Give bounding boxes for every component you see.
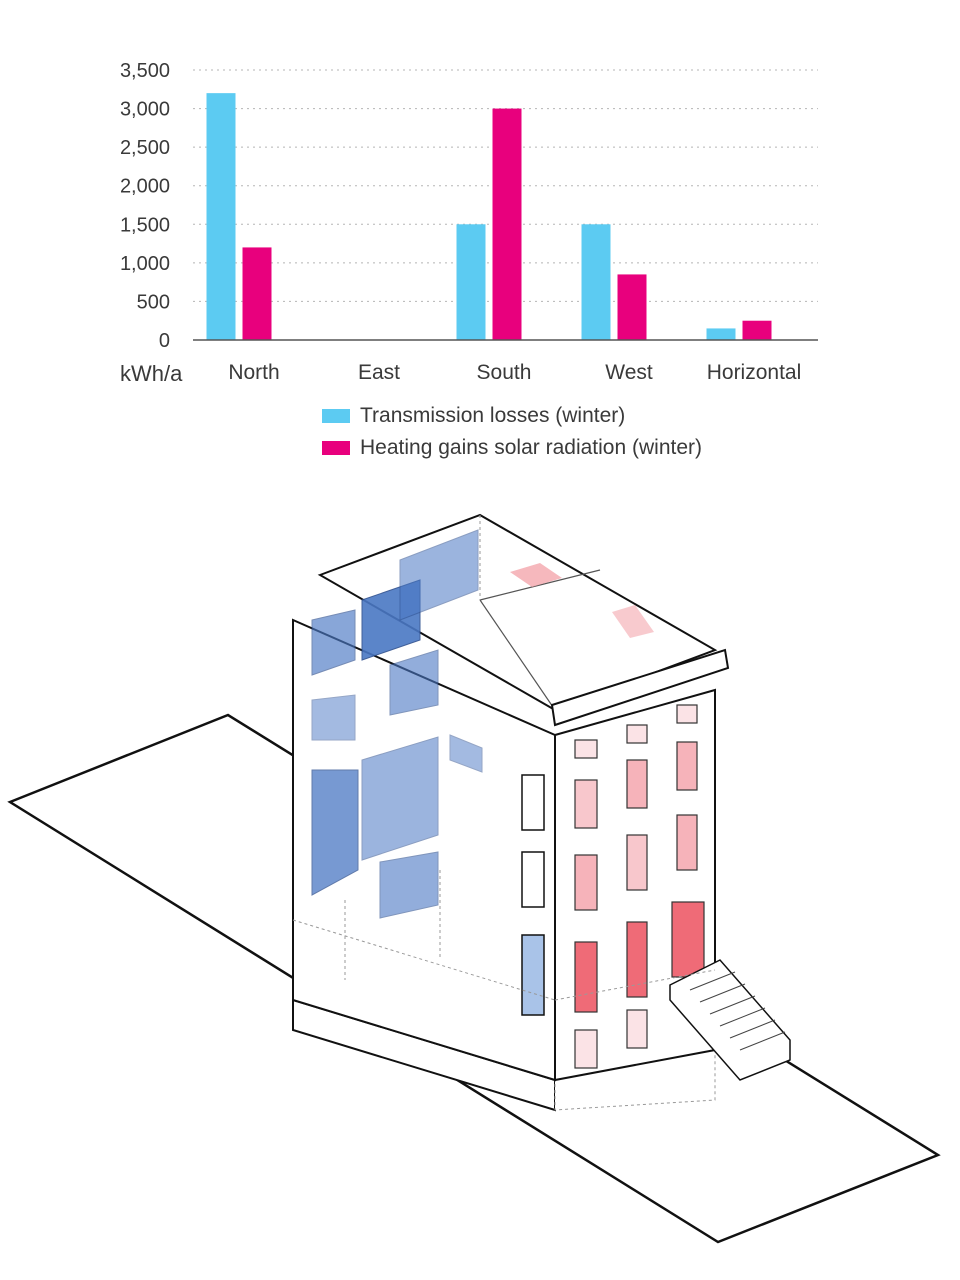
legend-swatch-gains	[322, 441, 350, 455]
y-tick-label: 3,000	[120, 99, 170, 121]
cornice	[550, 648, 730, 727]
legend-item-losses: Transmission losses (winter)	[322, 400, 702, 432]
y-tick-label: 3,500	[120, 60, 170, 82]
bar-south-gains	[492, 108, 522, 340]
x-category-label: North	[228, 361, 279, 384]
x-category-label: West	[605, 361, 653, 384]
y-tick-label: 500	[137, 291, 170, 313]
bar-chart: 0 500 1,000 1,500 2,000 2,500 3,000 3,500 North…	[120, 60, 818, 386]
bar-west-gains	[617, 274, 647, 340]
hidden-lines	[292, 515, 716, 1001]
y-tick-label: 2,500	[120, 137, 170, 159]
legend-item-gains: Heating gains solar radiation (winter)	[322, 432, 702, 464]
y-tick-label: 0	[159, 330, 170, 352]
legend-label-gains: Heating gains solar radiation (winter)	[360, 436, 702, 459]
bar-south-losses	[456, 224, 486, 340]
x-axis-categories: North East South West Horizontal	[228, 361, 801, 384]
bar-horizontal-gains	[742, 320, 772, 340]
skylight-2	[612, 605, 654, 638]
chart-legend: Transmission losses (winter) Heating gai…	[322, 400, 702, 464]
y-axis-ticks: 0 500 1,000 1,500 2,000 2,500 3,000 3,500	[120, 60, 170, 352]
bar-north-losses	[206, 93, 236, 341]
front-stoop	[669, 959, 791, 1081]
roof-ridge	[479, 569, 601, 601]
y-tick-label: 2,000	[120, 176, 170, 198]
side-windows-losses	[521, 774, 545, 1016]
bar-north-gains	[242, 247, 272, 340]
legend-label-losses: Transmission losses (winter)	[360, 404, 626, 427]
legend-swatch-losses	[322, 409, 350, 423]
x-category-label: Horizontal	[707, 361, 802, 384]
roof-edge	[479, 599, 556, 711]
y-tick-label: 1,500	[120, 214, 170, 236]
x-category-label: South	[477, 361, 532, 384]
skylight-1	[510, 563, 562, 587]
x-category-label: East	[358, 361, 400, 384]
chart-bars	[206, 93, 772, 341]
y-axis-unit: kWh/a	[120, 361, 183, 386]
bar-horizontal-losses	[706, 328, 736, 340]
stoop-steps	[689, 971, 786, 1051]
bar-west-losses	[581, 224, 611, 340]
rear-glazing-losses	[311, 529, 483, 919]
y-tick-label: 1,000	[120, 253, 170, 275]
building-illustration	[7, 513, 941, 1244]
